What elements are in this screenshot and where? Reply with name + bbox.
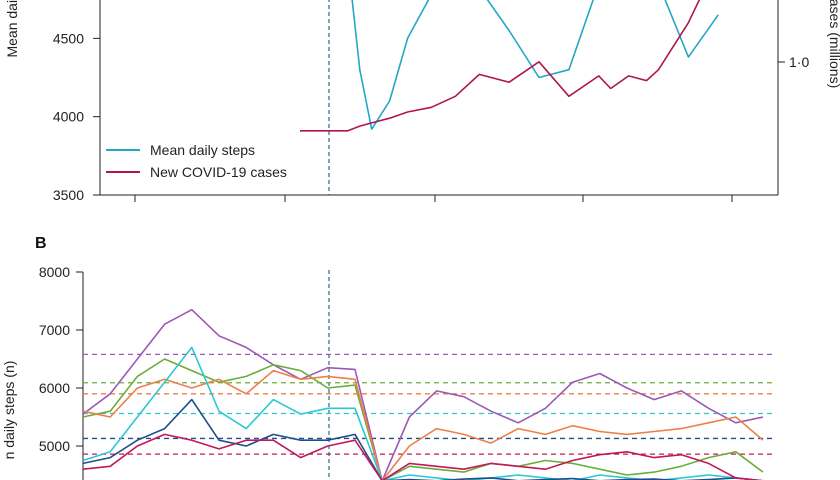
y-axis-label-left: Mean daily steps — [4, 0, 20, 58]
series-line-2 — [82, 369, 764, 480]
y-tick-label: 5000 — [39, 438, 70, 454]
series-line-1 — [82, 358, 764, 480]
legend-label-1: New COVID-19 cases — [150, 164, 287, 180]
series-line-4 — [82, 398, 764, 480]
y-tick-label: 6000 — [39, 380, 70, 396]
y-tick-label: 8000 — [39, 264, 70, 280]
panel-a: 3500 4000 4500 1·0 Mean daily steps cases (mi… — [4, 0, 840, 203]
series-line-0 — [82, 308, 764, 480]
y-tick-label: 7000 — [39, 322, 70, 338]
y-axis-label: n daily steps (n) — [1, 361, 17, 460]
panel-label: B — [35, 235, 47, 252]
series-line-3 — [82, 346, 764, 480]
series-line-5 — [82, 433, 764, 480]
y-axis-label-right: cases (millions) — [827, 0, 840, 88]
series-line-0 — [351, 0, 719, 130]
panel-b: B 5000 6000 7000 8000 n daily steps (n) — [1, 235, 776, 480]
series-line-1 — [300, 0, 701, 132]
y-tick-label: 4500 — [53, 30, 84, 46]
y-tick-label: 4000 — [53, 109, 84, 125]
legend-label-0: Mean daily steps — [150, 142, 255, 158]
y-tick-label: 3500 — [53, 187, 84, 203]
y-tick-right-label: 1·0 — [789, 54, 809, 70]
